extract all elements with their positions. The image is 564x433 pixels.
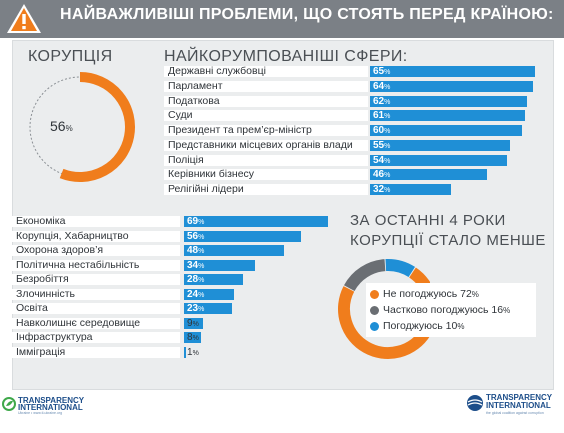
sector-bar <box>370 154 508 166</box>
survey-title-line1: ЗА ОСТАННІ 4 РОКИ <box>350 212 506 229</box>
problem-bar <box>184 303 233 314</box>
ti-globe-icon <box>467 395 483 411</box>
survey-title-line2: КОРУПЦІЇ СТАЛО МЕНШЕ <box>350 232 546 249</box>
sector-value: 60% <box>373 125 391 136</box>
sector-label: Керівники бізнесу <box>164 169 368 181</box>
left-logo-tagline: Ukraine • www.ti-ukraine.org <box>18 411 63 415</box>
corruption-gauge <box>29 72 135 182</box>
sector-bar <box>370 139 510 151</box>
left-logo-line1: TRANSPARENCY <box>18 396 85 405</box>
sector-value: 61% <box>373 110 391 122</box>
problem-label: Безробіття <box>12 274 180 285</box>
problem-bar <box>184 230 302 242</box>
sector-bar <box>370 95 528 107</box>
corruption-value-number: 56 <box>50 118 66 134</box>
problem-bar <box>184 259 256 271</box>
corruption-value: 56% <box>50 118 73 134</box>
problem-bar <box>184 288 235 300</box>
sectors-title: НАЙКОРУМПОВАНІШІ СФЕРИ: <box>164 48 408 65</box>
problem-value: 8% <box>187 332 199 343</box>
problem-value: 48% <box>187 245 205 256</box>
sector-bar <box>370 184 452 195</box>
problem-bar <box>184 317 203 329</box>
survey-legend-dot <box>370 290 379 299</box>
problem-label: Злочинність <box>12 288 180 300</box>
corruption-value-unit: % <box>65 124 73 133</box>
sector-label: Поліція <box>164 154 368 166</box>
corruption-title: КОРУПЦІЯ <box>28 48 113 65</box>
problem-bar <box>184 274 243 285</box>
sector-value: 62% <box>373 95 391 107</box>
sector-label: Представники місцевих органів влади <box>164 139 368 151</box>
problem-label: Освіта <box>12 303 180 314</box>
sector-value: 54% <box>373 154 391 166</box>
sector-bar <box>370 125 523 136</box>
problem-value: 1% <box>187 346 199 358</box>
problem-bar <box>184 332 201 343</box>
left-logo-line2: INTERNATIONAL <box>18 403 83 412</box>
sector-value: 32% <box>373 184 391 195</box>
problem-bar <box>184 216 329 227</box>
sector-bar <box>370 66 536 77</box>
survey-legend-label: Погоджуюсь 10% <box>383 320 465 332</box>
problem-value: 9% <box>187 317 199 329</box>
ti-global-logo: TRANSPARENCY INTERNATIONAL the global co… <box>466 392 560 418</box>
page-title: НАЙВАЖЛИВІШІ ПРОБЛЕМИ, ЩО СТОЯТЬ ПЕРЕД К… <box>60 6 554 23</box>
right-logo-line2: INTERNATIONAL <box>486 401 551 410</box>
warning-icon <box>7 4 41 33</box>
header-bar: НАЙВАЖЛИВІШІ ПРОБЛЕМИ, ЩО СТОЯТЬ ПЕРЕД К… <box>0 0 564 38</box>
ti-ukraine-logo: TRANSPARENCY INTERNATIONAL Ukraine • www… <box>2 396 85 416</box>
sector-label: Суди <box>164 110 368 122</box>
survey-slice <box>344 259 386 292</box>
problem-label: Охорона здоров’я <box>12 245 180 256</box>
sector-value: 64% <box>373 80 391 92</box>
survey-legend-label: Не погоджуюсь 72% <box>383 288 479 300</box>
problem-value: 69% <box>187 216 205 227</box>
sector-value: 65% <box>373 66 391 77</box>
problem-label: Навколишнє середовище <box>12 317 180 329</box>
problem-label: Економіка <box>12 216 180 227</box>
right-logo-line1: TRANSPARENCY <box>486 393 553 402</box>
sector-label: Податкова <box>164 95 368 107</box>
sector-label: Релігійні лідери <box>164 184 368 195</box>
survey-legend-dot <box>370 322 379 331</box>
problem-label: Корупція, Хабарництво <box>12 230 180 242</box>
survey-legend-label: Частково погоджуюсь 16% <box>383 304 511 316</box>
survey-slice <box>385 259 416 278</box>
sector-value: 46% <box>373 169 391 181</box>
survey-legend: Не погоджуюсь 72% Частково погоджуюсь 16%… <box>366 283 536 337</box>
gauge-value-arc <box>59 72 135 182</box>
problem-bar <box>184 245 285 256</box>
sector-label: Парламент <box>164 80 368 92</box>
problem-label: Імміграція <box>12 346 180 358</box>
problem-value: 24% <box>187 288 205 300</box>
sector-bar <box>370 80 533 92</box>
problem-value: 23% <box>187 303 205 314</box>
sector-label: Президент та прем’єр-міністр <box>164 125 368 136</box>
problem-bar <box>184 346 187 358</box>
problem-label: Інфраструктура <box>12 332 180 343</box>
problem-value: 28% <box>187 274 205 285</box>
survey-legend-dot <box>370 306 379 315</box>
sector-label: Державні службовці <box>164 66 368 77</box>
ti-leaf-icon <box>2 397 16 411</box>
problem-value: 56% <box>187 230 205 242</box>
sector-bar <box>370 169 487 181</box>
problem-label: Політична нестабільність <box>12 259 180 271</box>
sector-bar <box>370 110 525 122</box>
right-logo-tagline: the global coalition against corruption <box>486 411 544 415</box>
sector-value: 55% <box>373 139 391 151</box>
problem-value: 34% <box>187 259 205 271</box>
